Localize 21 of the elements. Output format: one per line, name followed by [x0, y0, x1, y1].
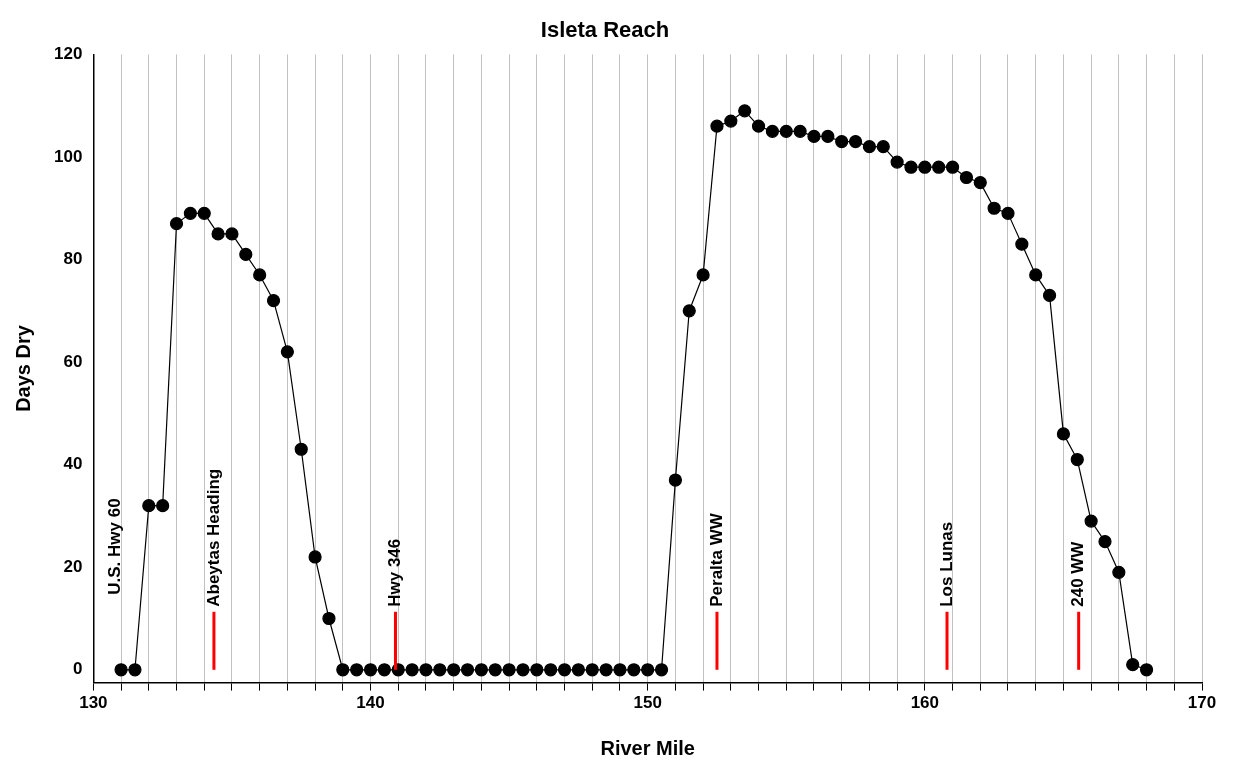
- y-tick-label: 120: [53, 44, 83, 64]
- y-tick-label: 0: [72, 659, 83, 679]
- ref-line-label: Abeytas Heading: [203, 468, 223, 607]
- x-tick-label: 160: [910, 693, 940, 713]
- ref-line-label: 240 WW: [1068, 540, 1088, 607]
- chart-title: Isleta Reach: [540, 17, 670, 43]
- y-axis-title: Days Dry: [11, 324, 34, 412]
- x-tick-label: 140: [356, 693, 385, 713]
- ref-line-label: Los Lunas: [936, 521, 956, 607]
- y-tick-label: 40: [63, 454, 83, 474]
- x-tick-label: 130: [79, 693, 108, 713]
- x-axis-title: River Mile: [600, 736, 695, 759]
- annotation: U.S. Hwy 60: [105, 498, 125, 595]
- y-tick-label: 20: [63, 556, 83, 576]
- y-tick-label: 60: [63, 351, 83, 371]
- y-tick-label: 80: [63, 249, 83, 269]
- ref-line-label: Hwy 346: [385, 538, 405, 607]
- x-tick-label: 170: [1187, 693, 1217, 713]
- ref-line-label: Peralta WW: [706, 512, 726, 607]
- y-tick-label: 100: [53, 146, 83, 166]
- x-tick-label: 150: [633, 693, 662, 713]
